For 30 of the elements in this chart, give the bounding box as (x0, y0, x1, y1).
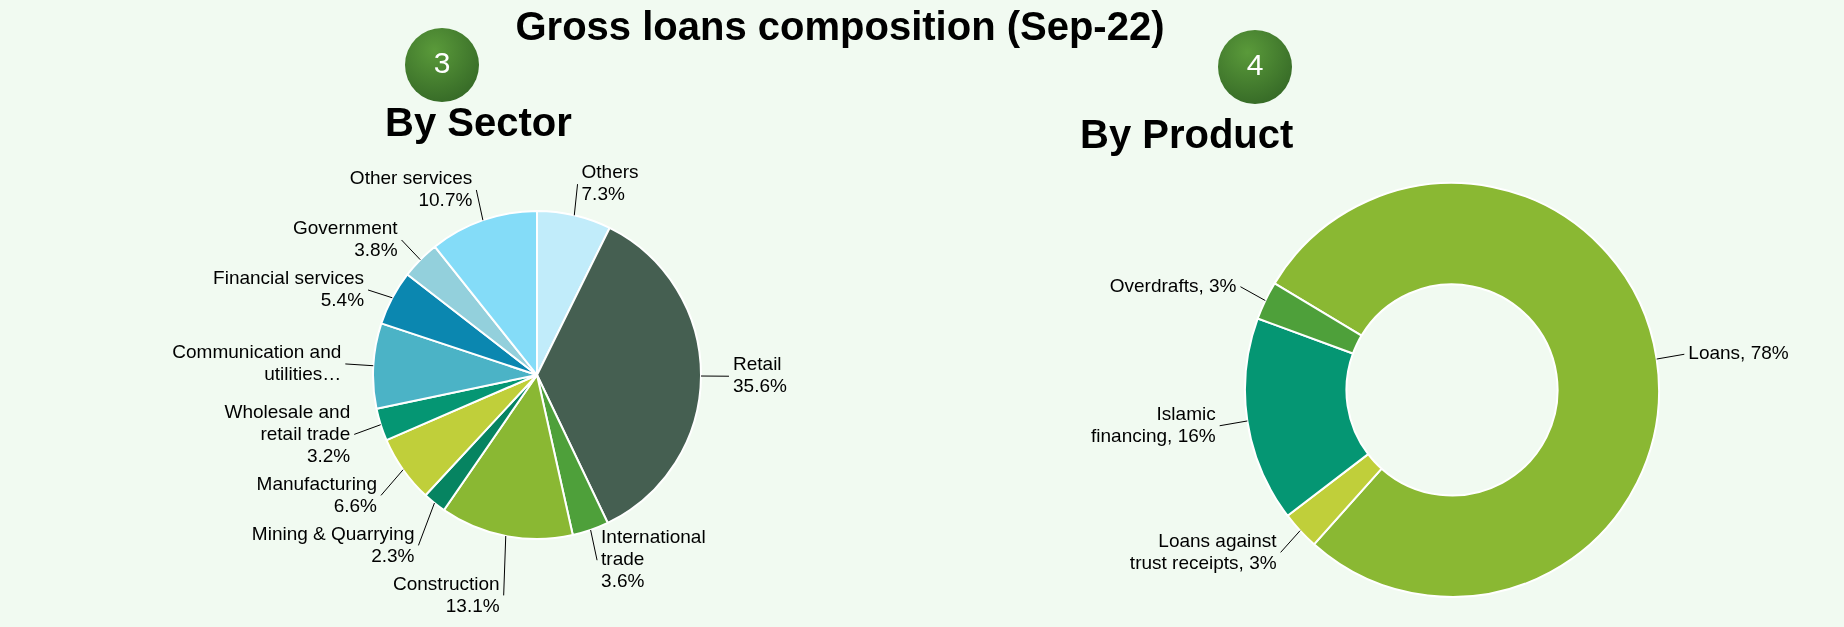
chart-title: By Product (1080, 112, 1294, 157)
data-label: 35.6% (733, 375, 787, 397)
data-label: 2.3% (371, 544, 415, 566)
data-label: 10.7% (418, 189, 473, 211)
slice-label: Wholesale and retail trade (224, 400, 351, 444)
slice-label: Islamic financing, 16% (1091, 402, 1216, 446)
slice-label: Other services (349, 167, 473, 189)
data-label: 13.1% (445, 594, 500, 616)
slice-label: Loans, 78% (1688, 342, 1789, 364)
slice-label: Manufacturing (256, 472, 377, 494)
data-label: 3.8% (354, 239, 398, 261)
slice-label: Mining & Quarrying (251, 522, 415, 544)
data-label: 3.6% (601, 570, 645, 592)
data-label: 3.2% (306, 444, 351, 466)
slice-label: Overdrafts, 3% (1109, 274, 1237, 296)
slice-label: Others (581, 161, 639, 183)
chart-subtitle: By Sector (385, 100, 572, 145)
slice-label: Loans against trust receipts, 3% (1129, 529, 1278, 573)
chart-title: Gross loans composition (Sep-22) (515, 4, 1165, 49)
circle-badge: 3 (405, 28, 479, 102)
slice-label: Financial services (213, 267, 365, 289)
slice-label: Construction (393, 572, 500, 594)
slice-label: Communication and utilities… (172, 341, 342, 385)
slice-label: Retail (733, 353, 782, 375)
slice-label: Government (292, 217, 399, 239)
slice-label: International trade (601, 526, 706, 570)
data-label: 5.4% (320, 289, 365, 311)
circle-badge: 4 (1218, 30, 1292, 104)
data-label: 6.6% (333, 494, 378, 516)
data-label: 7.3% (581, 183, 625, 205)
